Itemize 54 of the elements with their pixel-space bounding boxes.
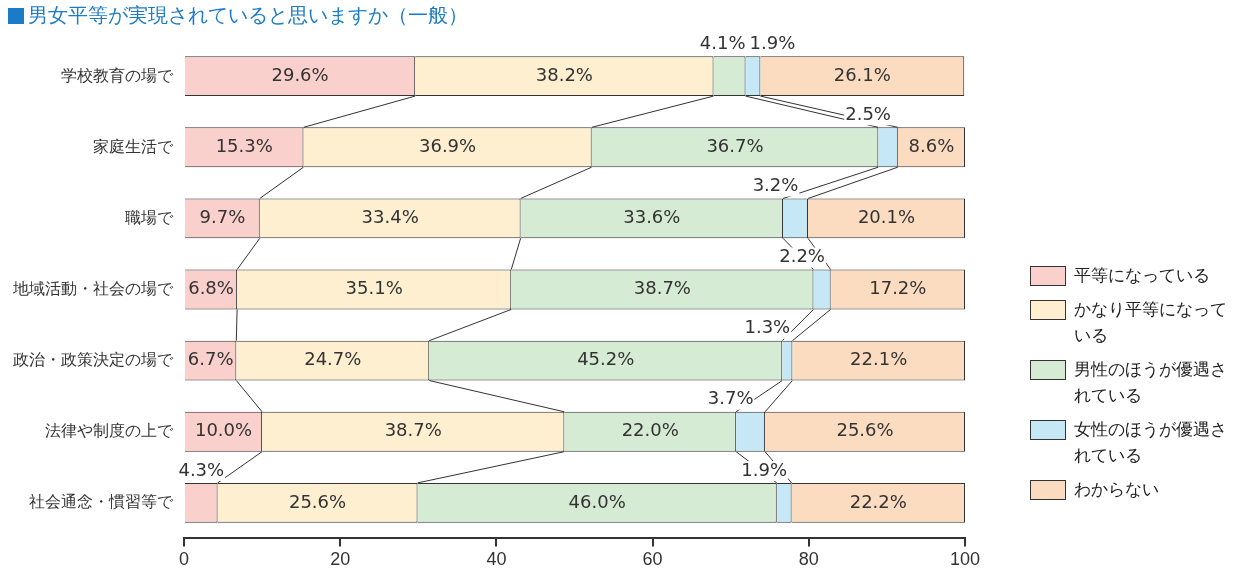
legend-label: わからない: [1074, 478, 1159, 501]
y-tick-label: 家庭生活で: [93, 137, 174, 155]
data-label: 4.3%: [178, 458, 225, 480]
data-label: 20.1%: [857, 206, 916, 228]
data-label: 17.2%: [869, 277, 927, 299]
data-label: 36.7%: [706, 134, 764, 156]
x-tick-label: 40: [486, 549, 507, 570]
y-tick-label: 職場で: [125, 208, 174, 226]
data-label: 36.9%: [418, 134, 477, 156]
data-label: 1.9%: [749, 31, 796, 53]
y-tick-label: 政治・政策決定の場で: [13, 351, 174, 369]
data-label: 45.2%: [577, 348, 635, 370]
data-label: 25.6%: [836, 419, 894, 441]
data-label: 46.0%: [568, 490, 626, 512]
data-label: 38.7%: [633, 277, 691, 299]
data-label: 10.0%: [194, 419, 253, 441]
data-label: 22.1%: [850, 348, 908, 370]
x-tick-label: 0: [178, 549, 190, 570]
data-label: 25.6%: [288, 490, 347, 512]
data-label: 1.3%: [744, 316, 791, 338]
data-label: 33.4%: [361, 206, 419, 228]
data-label: 6.7%: [187, 348, 234, 370]
data-label: 3.2%: [752, 174, 799, 196]
data-label: 33.6%: [623, 206, 681, 228]
data-label: 3.7%: [707, 387, 754, 409]
data-label: 38.2%: [535, 63, 593, 85]
x-tick-label: 100: [949, 549, 981, 570]
x-tick-label: 20: [330, 549, 351, 570]
data-label: 2.5%: [845, 103, 891, 125]
data-label: 15.3%: [215, 134, 273, 156]
y-tick-label: 社会通念・慣習等で: [29, 493, 174, 511]
y-tick-label: 学校教育の場で: [61, 66, 174, 84]
data-label: 22.0%: [621, 419, 679, 441]
x-tick-label: 80: [798, 549, 819, 570]
data-label: 6.8%: [188, 277, 234, 299]
data-label: 29.6%: [271, 63, 329, 85]
legend-label: 平等になっている: [1074, 264, 1210, 287]
data-label: 1.9%: [741, 458, 788, 480]
y-tick-label: 地域活動・社会の場で: [12, 279, 174, 297]
legend-label: 男性のほうが優遇されている: [1074, 358, 1228, 407]
data-label: 2.2%: [779, 245, 825, 267]
data-label: 38.7%: [384, 419, 442, 441]
data-label: 8.6%: [908, 134, 955, 156]
data-label: 9.7%: [199, 206, 246, 228]
data-label: 22.2%: [849, 490, 907, 512]
legend-label: 女性のほうが優遇されている: [1074, 418, 1228, 467]
y-tick-label: 法律や制度の上で: [45, 422, 174, 440]
data-label: 4.1%: [699, 31, 746, 53]
chart-title: 男女平等が実現されていると思いますか（一般）: [28, 2, 468, 29]
legend-label: かなり平等になっている: [1074, 298, 1228, 347]
data-label: 35.1%: [345, 277, 403, 299]
x-tick-label: 60: [642, 549, 663, 570]
data-label: 26.1%: [833, 63, 891, 85]
data-label: 24.7%: [304, 348, 362, 370]
